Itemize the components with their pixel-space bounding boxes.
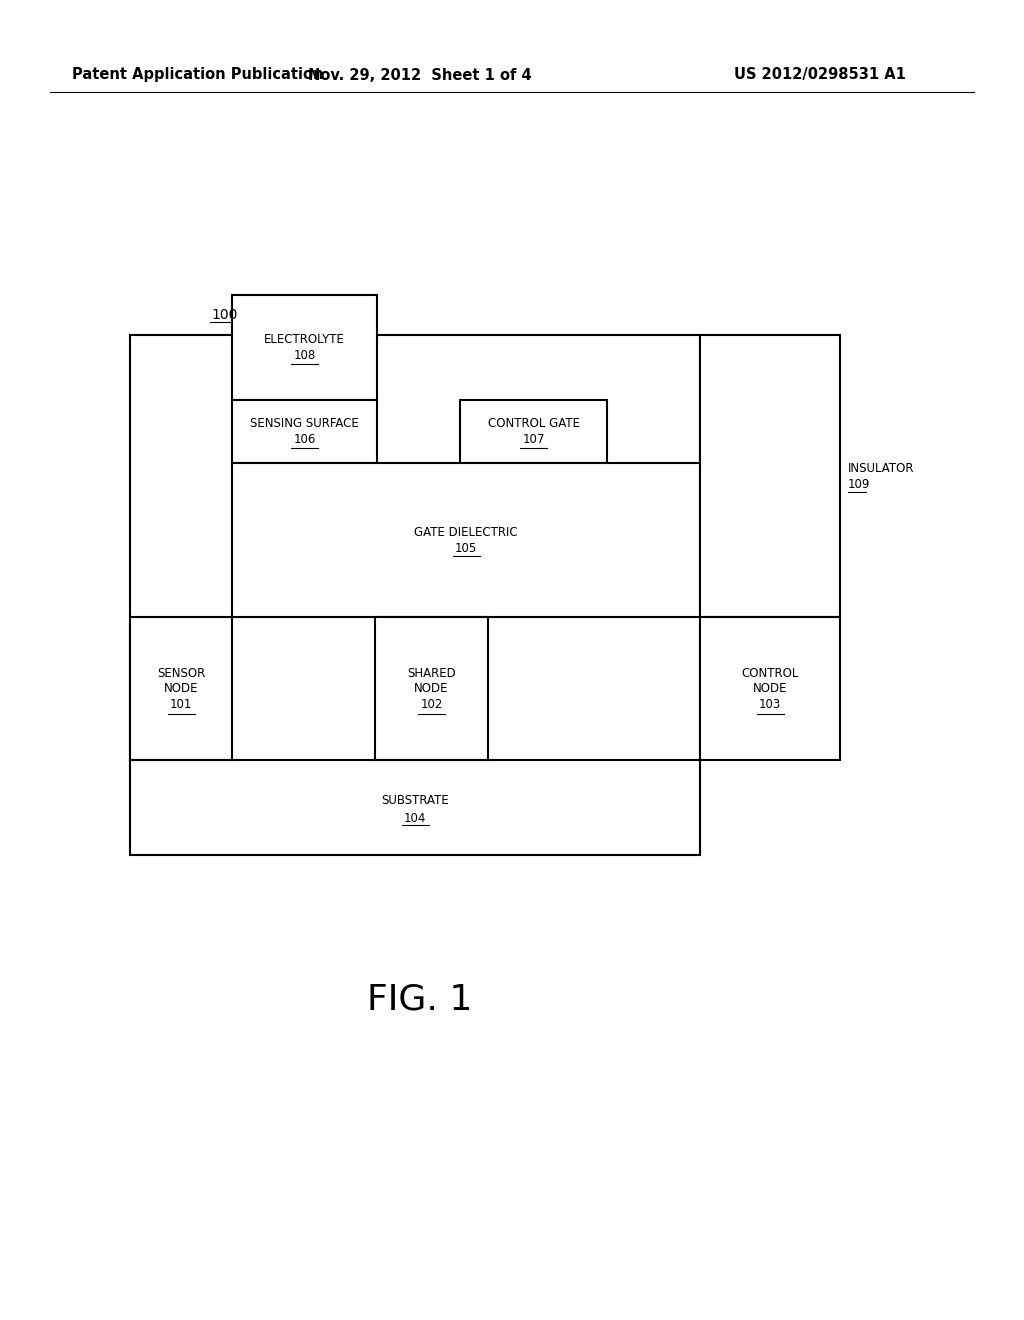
Text: 102: 102 bbox=[420, 698, 442, 711]
Text: ELECTROLYTE: ELECTROLYTE bbox=[264, 333, 345, 346]
Bar bbox=[130, 616, 232, 760]
Text: CONTROL GATE: CONTROL GATE bbox=[487, 417, 580, 430]
Text: SENSING SURFACE: SENSING SURFACE bbox=[250, 417, 358, 430]
Text: 105: 105 bbox=[455, 541, 477, 554]
Text: US 2012/0298531 A1: US 2012/0298531 A1 bbox=[734, 67, 906, 82]
Text: SUBSTRATE: SUBSTRATE bbox=[381, 793, 449, 807]
Text: SHARED: SHARED bbox=[408, 667, 456, 680]
Text: 100: 100 bbox=[212, 308, 239, 322]
Text: 103: 103 bbox=[759, 698, 781, 711]
Text: 107: 107 bbox=[522, 433, 545, 446]
Text: NODE: NODE bbox=[753, 682, 787, 696]
Text: GATE DIELECTRIC: GATE DIELECTRIC bbox=[414, 525, 518, 539]
Bar bbox=[232, 400, 377, 463]
Bar bbox=[232, 463, 700, 616]
Text: 106: 106 bbox=[293, 433, 315, 446]
Bar bbox=[460, 400, 607, 463]
Text: Patent Application Publication: Patent Application Publication bbox=[72, 67, 324, 82]
Text: CONTROL: CONTROL bbox=[741, 667, 799, 680]
Bar bbox=[375, 616, 488, 760]
Text: INSULATOR: INSULATOR bbox=[848, 462, 914, 474]
Text: NODE: NODE bbox=[415, 682, 449, 696]
Text: 109: 109 bbox=[848, 479, 870, 491]
Text: NODE: NODE bbox=[164, 682, 199, 696]
Text: 108: 108 bbox=[293, 348, 315, 362]
Text: 104: 104 bbox=[403, 812, 426, 825]
Text: 101: 101 bbox=[170, 698, 193, 711]
Text: SENSOR: SENSOR bbox=[157, 667, 205, 680]
Bar bbox=[700, 616, 840, 760]
Text: Nov. 29, 2012  Sheet 1 of 4: Nov. 29, 2012 Sheet 1 of 4 bbox=[308, 67, 531, 82]
Text: FIG. 1: FIG. 1 bbox=[368, 983, 473, 1016]
Bar bbox=[232, 294, 377, 400]
Bar bbox=[130, 335, 700, 855]
Bar bbox=[700, 335, 840, 616]
